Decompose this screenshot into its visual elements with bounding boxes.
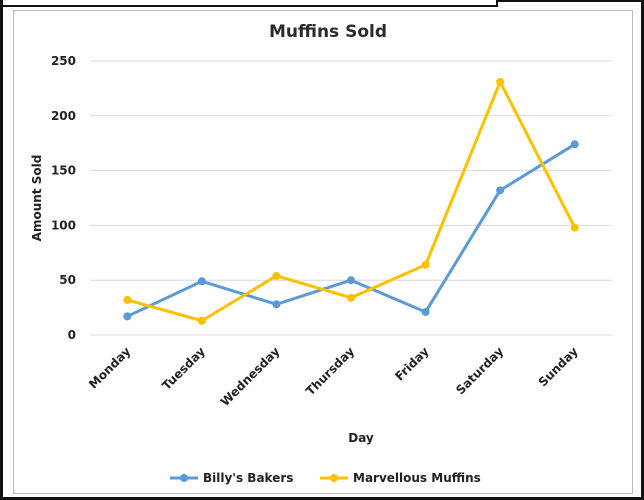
legend-swatch-marker (330, 474, 338, 482)
data-point (123, 295, 132, 304)
data-point (197, 316, 206, 325)
data-point (272, 300, 281, 309)
x-tick-label: Friday (392, 344, 431, 383)
data-point (421, 260, 430, 269)
x-tick-label: Wednesday (218, 344, 283, 409)
data-point (272, 271, 281, 280)
chart-area (13, 10, 633, 494)
y-tick-label: 50 (59, 273, 76, 287)
data-point (570, 223, 579, 232)
x-axis-ticks: Monday Tuesday Wednesday Thursday Friday Satu… (86, 344, 581, 409)
chart-title: Muffins Sold (269, 22, 387, 42)
x-tick-label: Sunday (536, 344, 581, 389)
y-tick-label: 0 (68, 328, 76, 342)
gridlines (90, 60, 612, 336)
y-tick-label: 100 (51, 218, 76, 232)
data-point (496, 77, 505, 86)
data-point (570, 140, 579, 149)
data-point (347, 276, 355, 285)
legend-label: Billy's Bakers (203, 471, 293, 485)
y-tick-label: 250 (51, 54, 76, 68)
frame-top-edge-right (498, 0, 644, 2)
x-tick-label: Tuesday (159, 344, 208, 393)
y-axis-title: Amount Sold (30, 155, 44, 242)
y-tick-label: 200 (51, 109, 76, 123)
x-tick-label: Saturday (453, 344, 506, 397)
data-point (347, 293, 355, 302)
data-point (123, 312, 132, 321)
x-tick-label: Thursday (303, 344, 357, 398)
frame-top-edge (0, 0, 498, 7)
y-axis-ticks: 0 50 100 150 200 250 (51, 54, 76, 342)
legend: Billy's Bakers Marvellous Muffins (170, 471, 481, 485)
data-point (197, 277, 206, 286)
data-point (496, 186, 505, 195)
y-tick-label: 150 (51, 164, 76, 178)
legend-swatch-marker (180, 474, 188, 482)
x-tick-label: Monday (86, 344, 133, 391)
legend-label: Marvellous Muffins (353, 471, 481, 485)
series-group (123, 77, 579, 325)
data-point (421, 307, 430, 316)
x-axis-title: Day (348, 431, 374, 445)
